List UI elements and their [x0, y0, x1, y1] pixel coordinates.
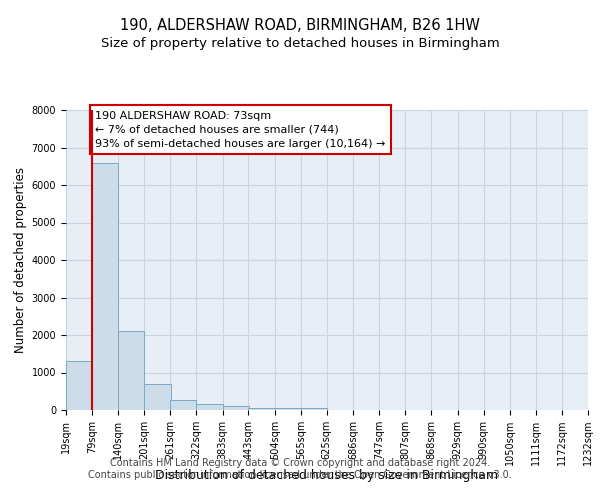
Bar [170, 400, 196, 410]
Y-axis label: Number of detached properties: Number of detached properties [14, 167, 28, 353]
Text: 190 ALDERSHAW ROAD: 73sqm
← 7% of detached houses are smaller (744)
93% of semi-: 190 ALDERSHAW ROAD: 73sqm ← 7% of detach… [95, 111, 386, 149]
Text: Contains HM Land Registry data © Crown copyright and database right 2024.
Contai: Contains HM Land Registry data © Crown c… [88, 458, 512, 480]
Bar [196, 404, 223, 410]
Bar [223, 406, 249, 410]
Bar [66, 361, 92, 410]
Bar [145, 384, 170, 410]
Bar [301, 408, 327, 410]
Text: Size of property relative to detached houses in Birmingham: Size of property relative to detached ho… [101, 38, 499, 51]
Bar [275, 408, 301, 410]
Bar [118, 331, 145, 410]
Text: 190, ALDERSHAW ROAD, BIRMINGHAM, B26 1HW: 190, ALDERSHAW ROAD, BIRMINGHAM, B26 1HW [120, 18, 480, 32]
Bar [248, 408, 275, 410]
Bar [92, 162, 118, 410]
X-axis label: Distribution of detached houses by size in Birmingham: Distribution of detached houses by size … [155, 470, 499, 482]
